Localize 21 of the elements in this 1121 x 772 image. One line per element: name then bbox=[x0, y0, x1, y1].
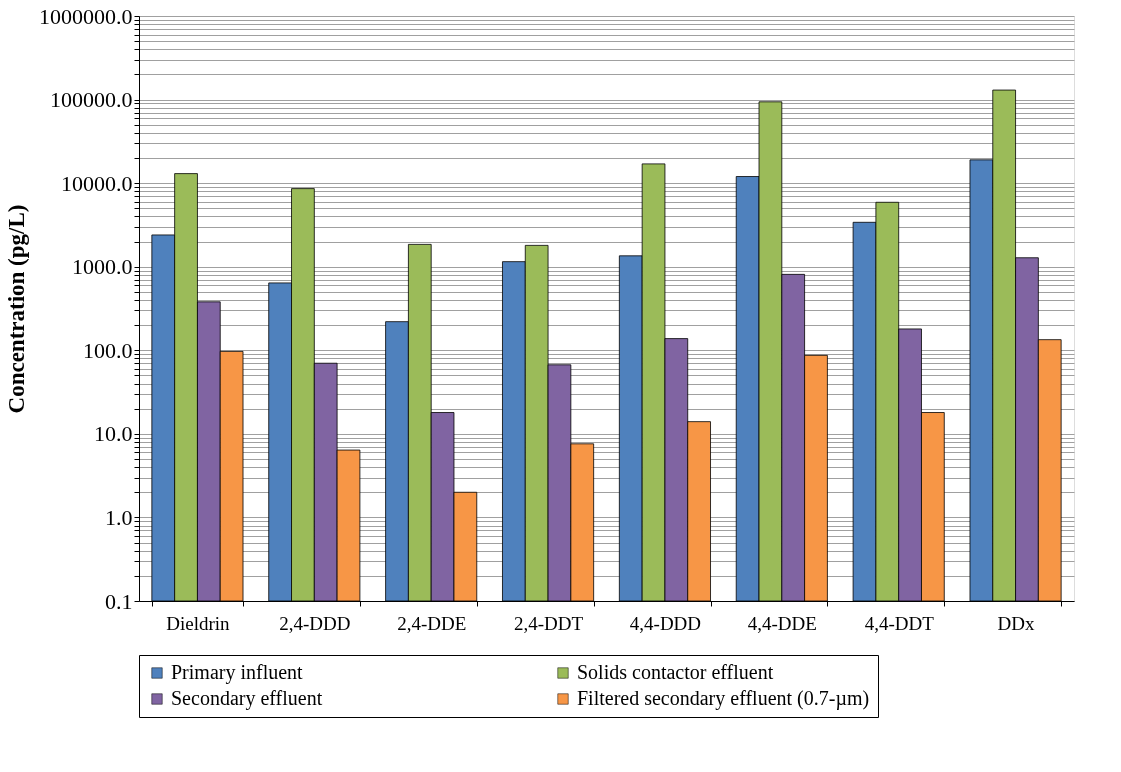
x-tick-label: 2,4-DDT bbox=[513, 612, 584, 634]
legend-label: Solids contactor effluent bbox=[577, 661, 774, 683]
y-tick-label: 10.0 bbox=[94, 421, 133, 447]
x-tick-label: 2,4-DDD bbox=[279, 612, 351, 634]
y-axis-title: Concentration (pg/L) bbox=[4, 204, 29, 414]
y-tick-label: 1.0 bbox=[105, 504, 133, 530]
y-tick-label: 1000.0 bbox=[72, 254, 133, 280]
x-tick-label: DDx bbox=[997, 612, 1036, 634]
legend-label: Filtered secondary effluent (0.7-µm) bbox=[577, 687, 870, 710]
x-tick-label: 2,4-DDE bbox=[397, 612, 467, 634]
y-tick-label: 1000000.0 bbox=[39, 3, 133, 29]
y-tick-label: 10000.0 bbox=[61, 170, 133, 196]
legend-label: Secondary effluent bbox=[171, 687, 323, 710]
y-tick-label: 100000.0 bbox=[50, 87, 133, 113]
x-tick-label: 4,4-DDD bbox=[629, 612, 702, 634]
x-tick-label: Dieldrin bbox=[166, 612, 231, 634]
y-tick-label: 100.0 bbox=[83, 337, 133, 363]
x-tick-label: 4,4-DDE bbox=[747, 612, 817, 634]
y-tick-label: 0.1 bbox=[105, 588, 133, 614]
legend-label: Primary influent bbox=[171, 661, 304, 684]
x-tick-label: 4,4-DDT bbox=[864, 612, 935, 634]
